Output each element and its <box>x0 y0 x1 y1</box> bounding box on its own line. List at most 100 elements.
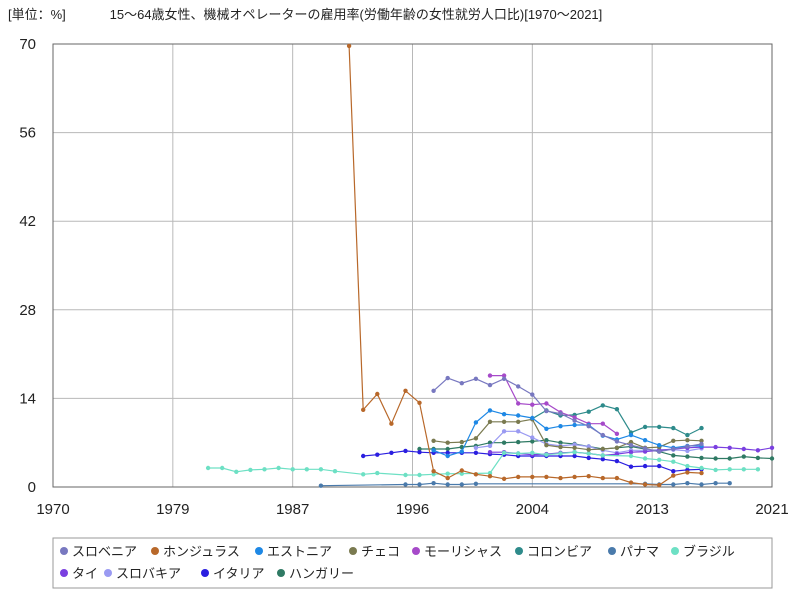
legend-label: イタリア <box>213 566 264 581</box>
legend-item: コロンビア <box>515 544 592 559</box>
data-point <box>389 450 394 455</box>
data-point <box>445 475 450 481</box>
data-point <box>501 476 507 481</box>
series-line <box>320 482 730 487</box>
legend-label: スロバキア <box>116 566 181 581</box>
data-point <box>671 482 676 487</box>
data-point <box>473 472 479 477</box>
data-point <box>544 438 549 443</box>
data-point <box>671 446 676 452</box>
series-line <box>419 439 773 460</box>
data-point <box>685 454 690 459</box>
data-point <box>431 469 436 474</box>
series-line <box>490 375 618 435</box>
data-point <box>417 472 422 478</box>
legend-label: ホンジュラス <box>163 544 240 559</box>
x-tick-label: 2021 <box>755 501 788 518</box>
data-point <box>276 465 281 471</box>
data-point <box>558 424 563 429</box>
y-tick-label: 56 <box>19 125 36 142</box>
data-point <box>417 400 422 405</box>
data-point <box>375 470 380 476</box>
y-tick-label: 28 <box>19 302 36 319</box>
data-point <box>403 388 408 393</box>
data-point <box>614 407 620 412</box>
series-7 <box>205 450 761 478</box>
legend-marker <box>608 547 616 555</box>
data-point <box>487 373 493 378</box>
data-point <box>530 450 535 455</box>
data-point <box>699 425 704 431</box>
data-point <box>713 481 718 486</box>
legend-item: チェコ <box>349 544 400 559</box>
data-point <box>459 468 464 473</box>
data-point <box>685 432 690 438</box>
data-point <box>487 443 493 449</box>
data-point <box>487 440 493 445</box>
data-point <box>487 408 493 413</box>
data-point <box>699 441 704 447</box>
data-point <box>671 459 676 464</box>
data-point <box>699 465 704 471</box>
data-point <box>361 472 366 477</box>
legend-marker <box>151 547 159 555</box>
legend-item: タイ <box>60 566 98 581</box>
data-point <box>586 444 591 449</box>
data-point <box>417 482 422 487</box>
data-point <box>755 455 761 461</box>
data-point <box>572 474 577 480</box>
data-point <box>671 438 676 443</box>
data-point <box>685 444 690 449</box>
legend-marker <box>255 547 263 555</box>
data-point <box>727 467 732 472</box>
data-point <box>445 450 450 455</box>
data-point <box>445 482 450 487</box>
y-tick-label: 0 <box>28 479 36 496</box>
x-tick-label: 2013 <box>635 501 668 518</box>
data-point <box>642 424 648 430</box>
data-point <box>530 435 535 440</box>
data-point <box>755 467 761 472</box>
x-tick-label: 1987 <box>276 501 309 518</box>
data-point <box>431 388 436 393</box>
data-point <box>530 392 535 397</box>
data-point <box>403 482 408 487</box>
legend-marker <box>60 569 68 577</box>
legend-label: スロベニア <box>72 544 137 559</box>
data-point <box>657 463 662 469</box>
data-point <box>501 450 507 455</box>
series-line <box>348 45 702 486</box>
data-point <box>473 376 479 381</box>
data-point <box>516 384 521 389</box>
data-point <box>600 432 605 438</box>
data-point <box>572 450 577 455</box>
data-point <box>572 442 577 447</box>
data-point <box>431 481 436 486</box>
data-point <box>544 443 549 448</box>
series-1 <box>346 43 704 488</box>
data-point <box>318 483 324 488</box>
data-point <box>657 424 662 430</box>
legend-marker <box>671 547 679 555</box>
data-point <box>487 419 493 424</box>
data-point <box>586 424 591 429</box>
series-group <box>205 43 775 488</box>
data-point <box>516 474 521 480</box>
data-point <box>699 438 704 443</box>
data-point <box>262 467 267 472</box>
chart-title: 15～64歳女性、機械オペレーターの雇用率(労働年齢の女性就労人口比)[1970… <box>109 7 603 22</box>
data-point <box>600 453 605 458</box>
data-point <box>628 480 634 485</box>
data-point <box>530 474 535 480</box>
data-point <box>473 420 479 425</box>
data-point <box>685 463 690 469</box>
data-point <box>290 467 295 472</box>
data-point <box>628 464 634 469</box>
data-point <box>572 418 577 423</box>
data-point <box>642 456 648 461</box>
data-point <box>586 451 591 456</box>
series-4 <box>487 373 620 436</box>
data-point <box>727 456 732 461</box>
data-point <box>431 448 436 453</box>
